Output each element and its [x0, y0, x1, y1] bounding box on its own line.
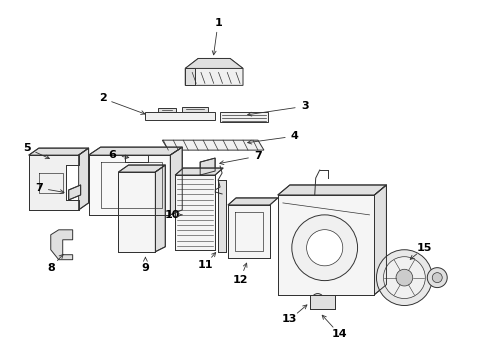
Text: 2: 2 — [98, 93, 106, 103]
Polygon shape — [158, 108, 176, 112]
Circle shape — [427, 268, 447, 288]
Polygon shape — [218, 180, 226, 252]
Polygon shape — [278, 185, 387, 195]
Polygon shape — [155, 165, 165, 252]
Text: 9: 9 — [142, 263, 149, 273]
Polygon shape — [171, 147, 182, 215]
Circle shape — [376, 250, 432, 306]
Polygon shape — [69, 185, 81, 200]
Text: 11: 11 — [197, 260, 213, 270]
Polygon shape — [119, 165, 165, 172]
Text: 1: 1 — [214, 18, 222, 28]
Text: 14: 14 — [332, 329, 347, 339]
Text: 7: 7 — [35, 183, 43, 193]
Polygon shape — [119, 172, 155, 252]
Circle shape — [396, 269, 413, 286]
Text: 8: 8 — [47, 263, 54, 273]
Text: 6: 6 — [109, 150, 117, 160]
Polygon shape — [228, 198, 278, 205]
Circle shape — [307, 230, 343, 266]
Polygon shape — [182, 107, 208, 112]
Polygon shape — [125, 155, 148, 162]
Polygon shape — [374, 185, 387, 294]
Polygon shape — [29, 148, 89, 155]
Polygon shape — [78, 148, 89, 210]
Circle shape — [292, 215, 358, 280]
Text: 12: 12 — [232, 275, 248, 285]
Circle shape — [384, 257, 425, 298]
Polygon shape — [175, 175, 215, 250]
Text: 5: 5 — [23, 143, 31, 153]
Circle shape — [312, 293, 324, 306]
Circle shape — [432, 273, 442, 283]
Polygon shape — [310, 294, 335, 310]
Polygon shape — [29, 155, 78, 210]
Polygon shape — [185, 68, 195, 85]
Text: 4: 4 — [291, 131, 299, 141]
Text: 13: 13 — [282, 314, 297, 324]
Polygon shape — [146, 112, 215, 120]
Polygon shape — [51, 230, 73, 260]
Polygon shape — [278, 195, 374, 294]
Polygon shape — [220, 112, 268, 122]
Polygon shape — [89, 147, 182, 155]
Polygon shape — [89, 155, 171, 215]
Polygon shape — [162, 140, 264, 150]
Text: 15: 15 — [416, 243, 432, 253]
Polygon shape — [185, 58, 243, 68]
Text: 10: 10 — [165, 210, 180, 220]
Text: 7: 7 — [254, 151, 262, 161]
Polygon shape — [66, 165, 78, 200]
Polygon shape — [228, 205, 270, 258]
Polygon shape — [200, 158, 215, 175]
Polygon shape — [185, 58, 243, 85]
Text: 3: 3 — [301, 101, 309, 111]
Polygon shape — [175, 168, 223, 175]
